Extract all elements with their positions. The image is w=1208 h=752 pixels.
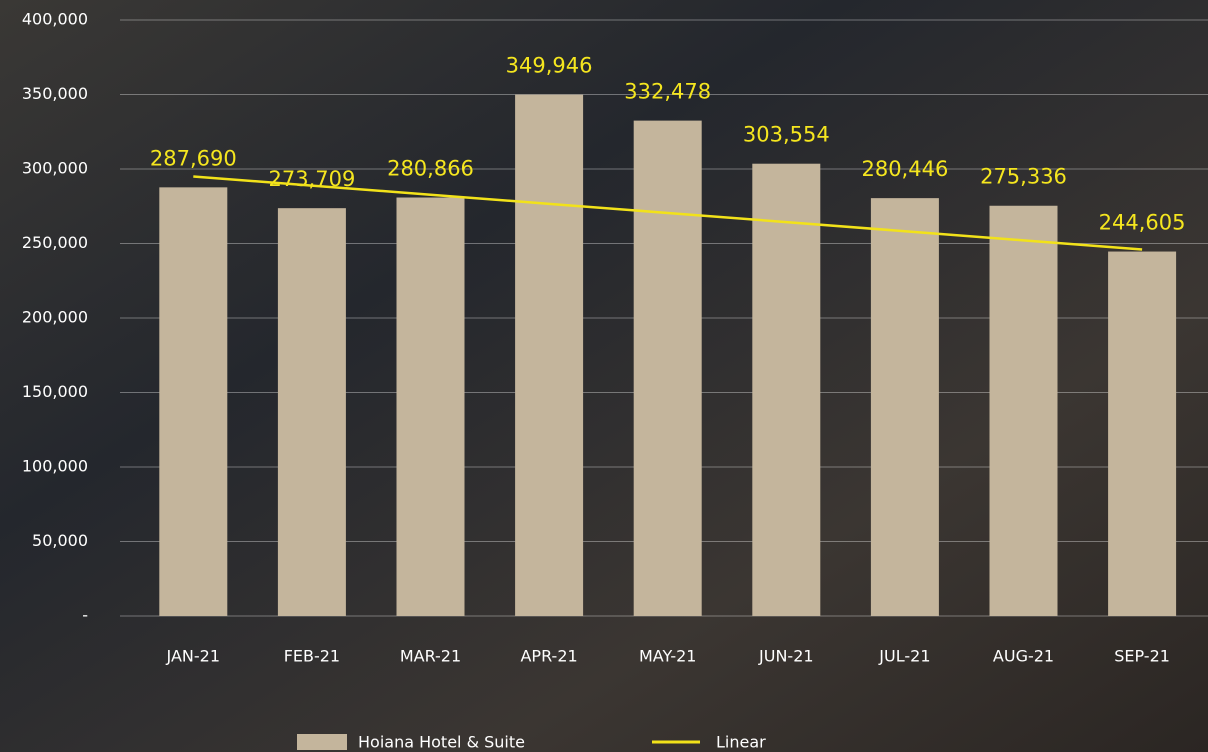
legend-label: Hoiana Hotel & Suite <box>358 733 525 752</box>
y-tick-label: 350,000 <box>22 84 88 103</box>
y-tick-label: 300,000 <box>22 159 88 178</box>
data-label: 349,946 <box>506 54 593 78</box>
y-tick-label: 200,000 <box>22 308 88 327</box>
y-tick-label: - <box>82 606 88 625</box>
bar <box>277 208 346 616</box>
y-tick-label: 100,000 <box>22 457 88 476</box>
data-label: 280,866 <box>387 157 474 181</box>
x-tick-label: AUG-21 <box>993 647 1054 666</box>
bar <box>396 197 465 617</box>
data-label: 244,605 <box>1099 211 1186 235</box>
y-tick-label: 250,000 <box>22 233 88 252</box>
x-tick-label: MAR-21 <box>400 647 461 666</box>
y-tick-label: 150,000 <box>22 382 88 401</box>
x-tick-label: FEB-21 <box>284 647 340 666</box>
y-tick-label: 50,000 <box>32 531 88 550</box>
bar <box>870 198 939 616</box>
x-tick-label: JUN-21 <box>758 647 814 666</box>
bar <box>633 120 702 616</box>
x-tick-label: JAN-21 <box>166 647 220 666</box>
data-label: 303,554 <box>743 123 830 147</box>
legend-swatch <box>297 734 347 750</box>
legend-label: Linear <box>716 733 766 752</box>
data-label: 280,446 <box>861 157 948 181</box>
trend-line <box>193 175 1143 251</box>
y-tick-label: 400,000 <box>22 10 88 29</box>
bar <box>989 205 1058 616</box>
x-tick-label: APR-21 <box>520 647 577 666</box>
data-label: 275,336 <box>980 165 1067 189</box>
data-label: 287,690 <box>150 146 237 170</box>
x-tick-label: MAY-21 <box>639 647 697 666</box>
bar <box>159 187 228 616</box>
bar <box>752 163 821 617</box>
data-label: 332,478 <box>624 80 711 104</box>
x-tick-label: JUL-21 <box>878 647 930 666</box>
x-tick-label: SEP-21 <box>1114 647 1170 666</box>
bar <box>515 94 584 617</box>
bar <box>1108 251 1177 616</box>
